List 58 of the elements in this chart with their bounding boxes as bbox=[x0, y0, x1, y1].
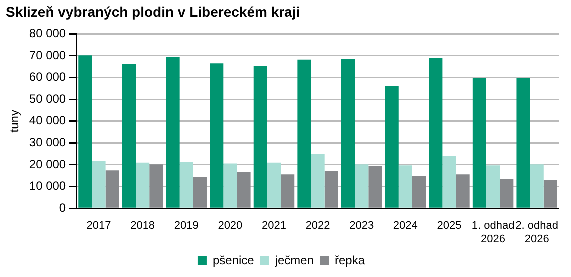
legend-label: ječmen bbox=[274, 253, 314, 268]
bar bbox=[150, 164, 164, 208]
bar bbox=[136, 162, 150, 208]
bar bbox=[298, 60, 312, 208]
bar bbox=[544, 180, 558, 208]
bar bbox=[267, 162, 282, 208]
legend-label: pšenice bbox=[212, 253, 255, 268]
bar bbox=[210, 64, 224, 208]
bar bbox=[237, 172, 251, 208]
bar bbox=[122, 64, 136, 208]
x-tick-label: 2018 bbox=[130, 220, 156, 232]
y-tick-label: 50 000 bbox=[29, 92, 66, 106]
bar bbox=[368, 166, 382, 208]
bar bbox=[355, 164, 369, 208]
y-axis-title: tuny bbox=[8, 110, 22, 133]
y-tick-label: 10 000 bbox=[29, 179, 66, 194]
bar bbox=[341, 59, 356, 208]
bar bbox=[486, 166, 500, 208]
bar bbox=[106, 170, 120, 208]
bar bbox=[254, 66, 268, 208]
bar bbox=[412, 176, 426, 208]
y-tick-label: 0 bbox=[59, 200, 66, 215]
bar bbox=[385, 86, 399, 208]
y-tick-label: 70 000 bbox=[29, 48, 66, 62]
bar bbox=[311, 154, 325, 208]
bar bbox=[193, 177, 207, 208]
x-tick-label: 2020 bbox=[218, 220, 243, 232]
x-tick-label: 2024 bbox=[393, 220, 418, 232]
bar bbox=[180, 162, 194, 208]
x-tick-label: 2019 bbox=[174, 220, 199, 232]
x-tick-label: 2021 bbox=[262, 220, 286, 232]
y-tick-label: 60 000 bbox=[29, 70, 66, 84]
bar bbox=[78, 56, 92, 208]
bar bbox=[281, 174, 295, 208]
bar bbox=[224, 164, 238, 208]
legend-label: řepka bbox=[335, 253, 366, 268]
y-tick-label: 30 000 bbox=[29, 136, 66, 150]
bar bbox=[398, 166, 412, 208]
bar bbox=[516, 78, 530, 208]
y-tick-label: 20 000 bbox=[29, 157, 66, 172]
bar bbox=[472, 78, 486, 208]
bar bbox=[456, 174, 470, 208]
x-tick-label: 2023 bbox=[350, 220, 374, 232]
x-tick-label: 2. odhad 2026 bbox=[516, 220, 559, 246]
x-tick-label: 2022 bbox=[306, 220, 330, 232]
x-tick-label: 2017 bbox=[86, 220, 112, 232]
bar bbox=[530, 164, 544, 208]
y-tick-label: 80 000 bbox=[29, 26, 66, 41]
x-tick-label: 2025 bbox=[437, 220, 462, 232]
bar bbox=[166, 57, 180, 208]
bar bbox=[442, 156, 456, 208]
y-tick-label: 40 000 bbox=[29, 114, 66, 128]
x-tick-label: 1. odhad 2026 bbox=[472, 220, 515, 246]
bar bbox=[92, 161, 106, 208]
bar bbox=[429, 58, 443, 208]
bar bbox=[324, 171, 338, 208]
bar bbox=[500, 179, 514, 208]
chart-title: Sklizeň vybraných plodin v Libereckém kraji bbox=[6, 4, 300, 20]
